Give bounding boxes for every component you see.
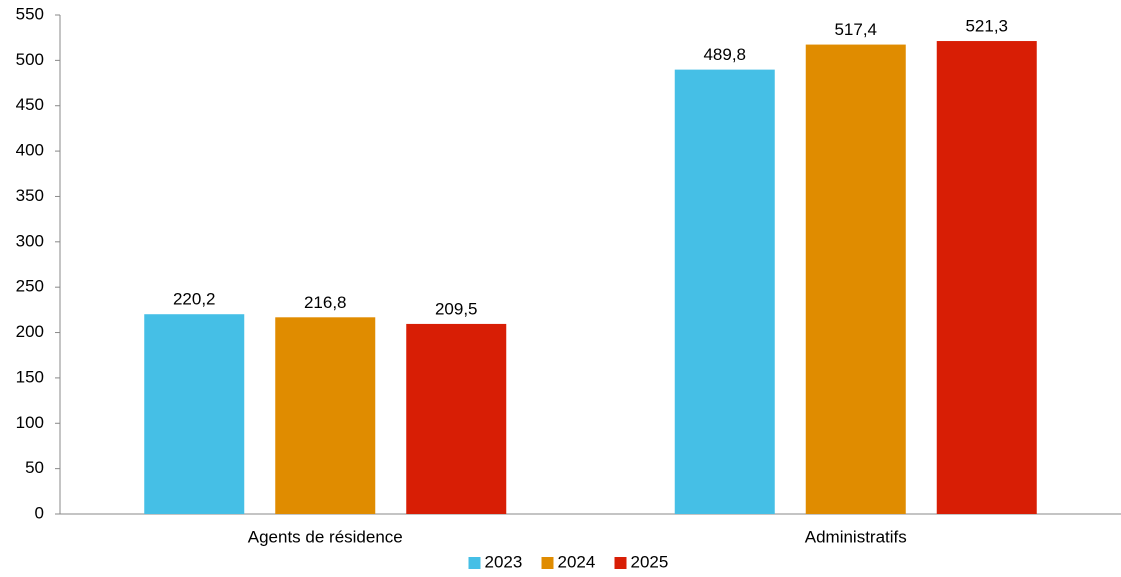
x-tick-label: Agents de résidence <box>248 527 403 546</box>
legend-swatch <box>614 557 627 569</box>
value-label: 517,4 <box>834 20 877 39</box>
legend-label: 2025 <box>631 552 669 571</box>
y-tick-label: 200 <box>16 322 44 341</box>
y-tick-label: 450 <box>16 95 44 114</box>
bar <box>406 323 507 514</box>
y-tick-label: 150 <box>16 367 44 386</box>
y-tick-label: 0 <box>35 503 44 522</box>
y-tick-label: 250 <box>16 277 44 296</box>
legend-swatch <box>468 557 481 569</box>
legend-label: 2024 <box>558 552 596 571</box>
value-label: 209,5 <box>435 299 478 318</box>
y-tick-label: 300 <box>16 231 44 250</box>
y-tick-label: 500 <box>16 50 44 69</box>
y-tick-label: 100 <box>16 413 44 432</box>
legend-swatch <box>541 557 554 569</box>
bar <box>144 314 245 514</box>
y-tick-label: 400 <box>16 141 44 160</box>
bar <box>674 69 775 514</box>
y-tick-label: 350 <box>16 186 44 205</box>
value-label: 220,2 <box>173 290 216 309</box>
x-tick-label: Administratifs <box>805 527 907 546</box>
value-label: 216,8 <box>304 293 347 312</box>
bar <box>275 317 376 514</box>
y-tick-label: 550 <box>16 4 44 23</box>
bar <box>936 41 1037 514</box>
value-label: 521,3 <box>965 17 1008 36</box>
y-tick-label: 50 <box>25 458 44 477</box>
legend-label: 2023 <box>485 552 523 571</box>
bar <box>805 44 906 515</box>
value-label: 489,8 <box>703 45 746 64</box>
